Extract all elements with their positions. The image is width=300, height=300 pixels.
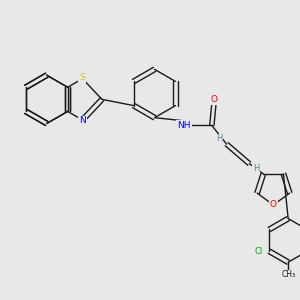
Text: N: N <box>79 116 86 125</box>
Text: CH₃: CH₃ <box>281 270 295 279</box>
Text: O: O <box>210 95 217 104</box>
Text: NH: NH <box>177 121 190 130</box>
Text: S: S <box>79 74 85 82</box>
Text: H: H <box>253 164 260 173</box>
Text: H: H <box>216 134 223 143</box>
Text: O: O <box>270 200 277 209</box>
Text: Cl: Cl <box>254 247 262 256</box>
